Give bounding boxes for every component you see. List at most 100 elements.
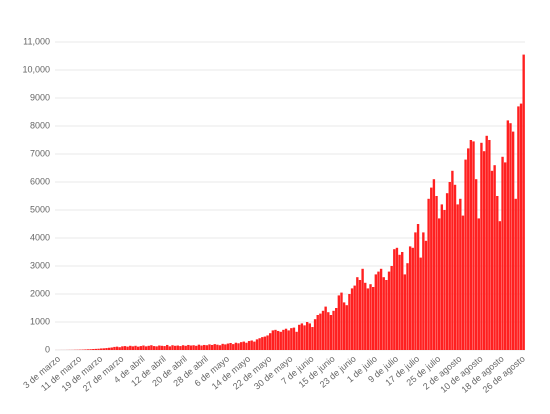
- bar: [493, 165, 496, 350]
- bar: [102, 348, 106, 350]
- bar: [266, 335, 269, 350]
- bar: [514, 198, 517, 350]
- bar: [208, 344, 211, 350]
- bar: [261, 337, 264, 350]
- bar: [435, 196, 438, 350]
- bar: [480, 142, 483, 350]
- bar: [131, 346, 135, 350]
- bar: [472, 141, 475, 350]
- bar: [247, 341, 251, 350]
- y-tick-label: 9000: [30, 92, 50, 102]
- bar: [298, 324, 301, 350]
- bar: [197, 344, 201, 350]
- bar: [517, 106, 520, 351]
- bar: [224, 344, 227, 350]
- bar: [237, 343, 240, 350]
- bar: [158, 345, 161, 350]
- bar: [364, 282, 367, 350]
- bar: [255, 339, 259, 350]
- bar: [393, 249, 396, 350]
- bar: [390, 266, 393, 350]
- bar: [200, 345, 203, 350]
- bar: [406, 263, 409, 350]
- bar: [245, 342, 248, 350]
- bar: [329, 315, 333, 350]
- bar: [89, 349, 92, 350]
- bar: [414, 232, 417, 350]
- bar: [374, 274, 378, 350]
- bar: [311, 327, 314, 350]
- bar: [100, 348, 103, 350]
- bar: [195, 345, 198, 350]
- bar: [432, 179, 436, 350]
- bar: [488, 140, 491, 350]
- bar: [419, 257, 422, 350]
- bar: [371, 287, 375, 350]
- bar: [94, 348, 98, 350]
- bar: [498, 221, 502, 350]
- bar: [342, 302, 346, 350]
- bar: [511, 131, 515, 350]
- bar: [274, 329, 277, 350]
- bar: [382, 277, 385, 350]
- bar: [192, 345, 195, 350]
- bar: [377, 271, 380, 350]
- y-tick-label: 1000: [30, 316, 50, 326]
- bar: [258, 338, 261, 350]
- bar: [187, 344, 190, 350]
- bar: [337, 295, 341, 350]
- bar: [308, 323, 311, 350]
- bar: [232, 344, 235, 350]
- bar: [189, 345, 193, 350]
- bar: [284, 328, 288, 350]
- bar: [501, 156, 504, 350]
- bar: [348, 294, 351, 350]
- bar: [84, 349, 87, 350]
- bar: [467, 148, 470, 350]
- bar: [496, 196, 499, 350]
- bar: [239, 342, 243, 350]
- y-tick-label: 6000: [30, 176, 50, 186]
- bar: [136, 346, 140, 350]
- bar: [263, 336, 267, 350]
- bar: [210, 344, 214, 350]
- bar: [282, 329, 285, 350]
- y-tick-label: 0: [45, 344, 50, 354]
- y-tick-label: 4000: [30, 232, 50, 242]
- bar: [292, 327, 296, 350]
- bar: [522, 54, 525, 350]
- bar: [445, 193, 449, 350]
- bar: [176, 345, 179, 350]
- bar: [369, 284, 372, 350]
- bar: [166, 344, 169, 350]
- y-tick-label: 2000: [30, 288, 50, 298]
- bar: [416, 224, 420, 350]
- bar: [253, 341, 256, 350]
- bar: [440, 204, 444, 350]
- bar: [160, 345, 164, 350]
- bar: [395, 247, 399, 350]
- bar: [150, 345, 153, 350]
- bar: [324, 306, 327, 350]
- bar: [387, 271, 391, 350]
- bar: [519, 103, 523, 350]
- bar: [424, 240, 428, 350]
- bar: [327, 312, 330, 350]
- bar: [105, 348, 108, 350]
- bar: [126, 346, 129, 350]
- bar: [113, 346, 116, 350]
- bar: [356, 277, 359, 350]
- y-tick-label: 7000: [30, 148, 50, 158]
- bar: [366, 288, 370, 350]
- bar: [340, 292, 343, 350]
- bar: [234, 342, 238, 350]
- bar: [461, 215, 465, 350]
- bar: [202, 344, 206, 350]
- y-tick-label: 11,000: [23, 36, 50, 46]
- bar: [213, 344, 216, 350]
- bar: [332, 310, 335, 350]
- bar: [456, 204, 459, 350]
- bar: [443, 210, 446, 350]
- bar: [448, 182, 451, 350]
